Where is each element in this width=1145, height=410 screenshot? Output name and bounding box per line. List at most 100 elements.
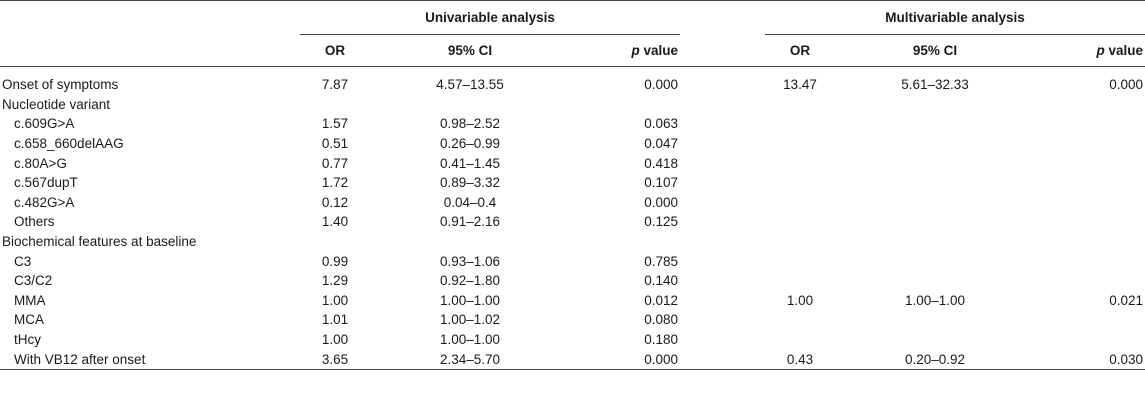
univariable-or: 3.65 — [300, 349, 370, 370]
multivariable-ci — [835, 193, 1035, 213]
gap-cell — [680, 173, 765, 193]
multivariable-p-header: p value — [1035, 34, 1145, 67]
multivariable-or — [765, 310, 835, 330]
multivariable-or — [765, 153, 835, 173]
gap-cell — [680, 271, 765, 291]
gap-subheader — [680, 34, 766, 67]
results-table: Univariable analysis Multivariable analy… — [0, 0, 1145, 370]
univariable-p-value: 0.080 — [644, 312, 679, 328]
univariable-ci-header: 95% CI — [370, 34, 570, 67]
table-row: c.567dupT 1.72 0.89–3.32 0.107 — [0, 173, 1145, 193]
multivariable-ci — [835, 310, 1035, 330]
multivariable-p-value — [1035, 173, 1145, 193]
univariable-ci — [370, 95, 570, 115]
univariable-or: 0.51 — [321, 136, 349, 152]
gap-cell — [680, 232, 765, 252]
row-label: C3/C2 — [14, 273, 53, 289]
univariable-or: 0.12 — [321, 194, 349, 210]
multivariable-or — [765, 271, 835, 291]
column-header-row: OR 95% CI p value OR 95% CI p value — [0, 34, 1145, 67]
multivariable-or: 0.43 — [765, 349, 836, 370]
multivariable-or-header: OR — [765, 34, 836, 67]
multivariable-or — [765, 173, 835, 193]
univariable-p-value: 0.140 — [644, 273, 679, 289]
univariable-or: 1.72 — [321, 175, 349, 191]
multivariable-p-value — [1035, 95, 1145, 115]
row-label: c.482G>A — [14, 194, 75, 210]
univariable-or: 0.99 — [321, 253, 349, 269]
multivariable-ci — [835, 95, 1035, 115]
table-row: MCA 1.01 1.00–1.02 0.080 — [0, 310, 1145, 330]
multivariable-ci — [835, 251, 1035, 271]
gap-cell — [680, 95, 765, 115]
multivariable-or — [765, 232, 835, 252]
univariable-or: 1.57 — [321, 116, 349, 132]
univariable-p-value: 0.107 — [644, 175, 679, 191]
univariable-ci — [370, 232, 570, 252]
stub-header — [0, 0, 300, 35]
univariable-ci: 0.04–0.4 — [443, 194, 497, 210]
multivariable-ci — [835, 134, 1035, 154]
multivariable-p-value — [1035, 232, 1145, 252]
table-row: Nucleotide variant — [0, 95, 1145, 115]
univariable-p-value: 0.000 — [644, 194, 679, 210]
p-rest: value — [1104, 43, 1144, 58]
univariable-or: 7.87 — [321, 77, 349, 93]
multivariable-ci — [835, 114, 1035, 134]
multivariable-p-value — [1035, 193, 1145, 213]
group-header-row: Univariable analysis Multivariable analy… — [0, 0, 1145, 35]
multivariable-or — [765, 193, 835, 213]
table-row: Onset of symptoms 7.87 4.57–13.55 0.000 13.4… — [0, 75, 1145, 95]
table-row: tHcy 1.00 1.00–1.00 0.180 — [0, 330, 1145, 350]
row-label: Onset of symptoms — [2, 77, 119, 93]
multivariable-or — [765, 114, 835, 134]
p-italic: p — [631, 43, 640, 58]
univariable-header: Univariable analysis — [300, 0, 681, 35]
multivariable-p-value — [1035, 134, 1145, 154]
table-row: c.482G>A 0.12 0.04–0.4 0.000 — [0, 193, 1145, 213]
gap-cell — [680, 212, 765, 232]
univariable-or — [300, 232, 370, 252]
table-row: c.609G>A 1.57 0.98–2.52 0.063 — [0, 114, 1145, 134]
stub-subheader — [0, 34, 300, 67]
multivariable-p-value — [1035, 212, 1145, 232]
gap-cell — [680, 153, 765, 173]
univariable-p-value: 0.125 — [644, 214, 679, 230]
gap-cell — [680, 330, 765, 350]
univariable-ci: 0.93–1.06 — [439, 253, 501, 269]
univariable-or: 1.29 — [321, 273, 349, 289]
univariable-p-value: 0.000 — [570, 349, 681, 370]
multivariable-ci — [835, 153, 1035, 173]
multivariable-or — [765, 251, 835, 271]
gap-cell — [680, 310, 765, 330]
gap-cell — [680, 114, 765, 134]
table-row: C3/C2 1.29 0.92–1.80 0.140 — [0, 271, 1145, 291]
univariable-p-value: 0.180 — [644, 332, 679, 348]
gap-cell — [680, 134, 765, 154]
multivariable-ci: 5.61–32.33 — [901, 77, 969, 93]
multivariable-ci — [835, 271, 1035, 291]
multivariable-p-value — [1035, 114, 1145, 134]
multivariable-or: 13.47 — [783, 77, 817, 93]
gap-cell — [680, 291, 765, 311]
multivariable-ci — [835, 232, 1035, 252]
univariable-or-header: OR — [300, 34, 370, 67]
gap-cell — [680, 251, 765, 271]
row-label: Others — [14, 214, 55, 230]
univariable-ci: 0.26–0.99 — [439, 136, 501, 152]
table-row: MMA 1.00 1.00–1.00 0.012 1.00 1.00–1.00 0.021 — [0, 291, 1145, 311]
multivariable-p-value — [1035, 251, 1145, 271]
univariable-ci: 0.41–1.45 — [439, 155, 501, 171]
row-label: c.609G>A — [14, 116, 75, 132]
univariable-p-value: 0.063 — [644, 116, 679, 132]
multivariable-or — [765, 212, 835, 232]
multivariable-p-value — [1035, 310, 1145, 330]
row-label: Nucleotide variant — [2, 96, 111, 112]
univariable-ci: 4.57–13.55 — [436, 77, 504, 93]
row-label: c.80A>G — [14, 155, 67, 171]
univariable-p-value: 0.012 — [644, 292, 679, 308]
univariable-or: 1.00 — [321, 292, 349, 308]
table-row: C3 0.99 0.93–1.06 0.785 — [0, 251, 1145, 271]
row-label: c.658_660delAAG — [14, 136, 124, 152]
multivariable-p-value — [1035, 271, 1145, 291]
